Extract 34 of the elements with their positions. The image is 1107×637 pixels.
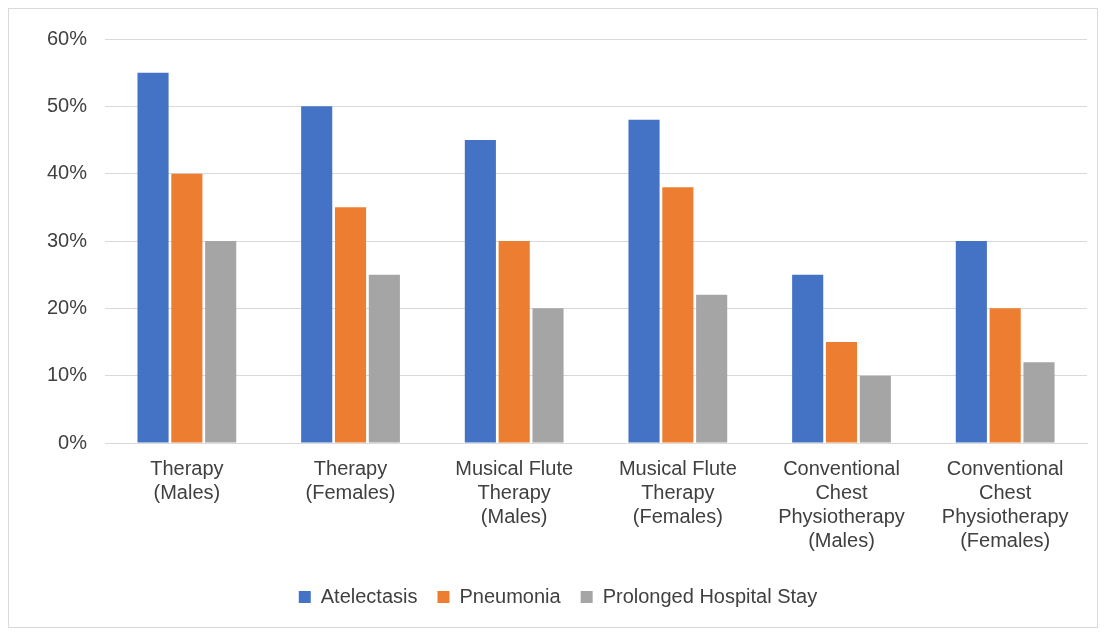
bar [171,173,203,443]
x-tick-label: Conventional Chest Physiotherapy (Males) [778,456,905,551]
legend-label: Pneumonia [459,584,562,607]
bar [301,106,333,443]
bar [205,241,237,443]
bar [334,207,367,443]
y-tick-label: 50% [47,93,88,116]
bar [955,241,987,443]
y-tick-label: 10% [47,363,88,386]
bar [532,308,564,443]
x-tick-label: Musical Flute Therapy (Females) [618,456,737,527]
bar [696,294,728,443]
bar [989,308,1021,443]
y-tick-label: 0% [58,430,88,453]
x-tick-label: Therapy (Males) [150,456,224,503]
bar [368,274,400,443]
bar [792,274,824,443]
y-tick-label: 40% [47,161,88,184]
bar [825,342,858,443]
x-tick-label: Conventional Chest Physiotherapy (Females) [941,456,1069,551]
x-tick-label: Musical Flute Therapy (Males) [455,456,574,527]
y-tick-label: 20% [47,295,88,318]
bar [137,72,169,443]
bar [859,375,891,443]
bar [662,187,694,443]
bar [1023,362,1055,443]
legend-label: Prolonged Hospital Stay [602,584,818,607]
bar [628,119,660,443]
bar [464,140,496,443]
y-tick-label: 30% [47,228,88,251]
x-tick-label: Therapy (Females) [305,456,396,503]
legend-label: Atelectasis [320,584,418,607]
y-tick-label: 60% [47,26,88,49]
bar [498,241,530,443]
